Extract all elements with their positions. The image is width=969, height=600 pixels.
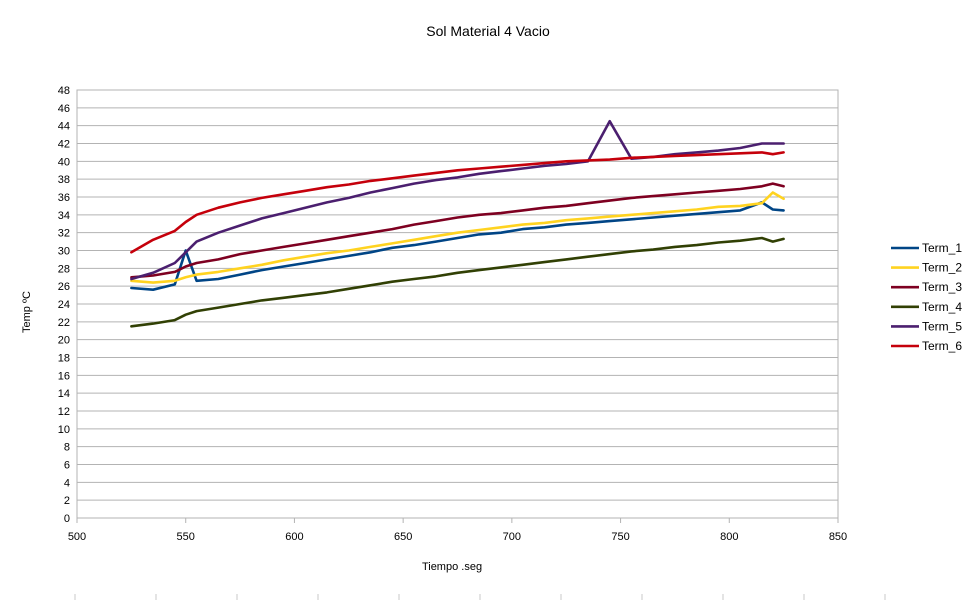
y-tick-label: 46 (58, 103, 70, 115)
y-tick-label: 42 (58, 139, 70, 151)
x-axis: 500 550 600 650 700 750 800 850 (68, 518, 847, 543)
y-tick-label: 4 (64, 477, 70, 489)
legend: Term_1 Term_2 Term_3 Term_4 Term_5 Term_6 (891, 241, 962, 353)
x-tick-label: 750 (611, 531, 629, 543)
legend-label-term_2: Term_2 (922, 261, 962, 275)
y-tick-label: 38 (58, 174, 70, 186)
y-tick-label: 22 (58, 317, 70, 329)
x-tick-label: 600 (285, 531, 303, 543)
y-tick-label: 30 (58, 246, 70, 258)
y-axis-title: Temp ºC (21, 291, 33, 333)
y-tick-label: 34 (58, 210, 70, 222)
y-tick-label: 2 (64, 495, 70, 507)
plot-frame (76, 89, 839, 519)
grid (76, 89, 839, 519)
y-tick-label: 20 (58, 335, 70, 347)
y-tick-label: 10 (58, 424, 70, 436)
series-line-term_4 (130, 236, 785, 328)
y-tick-label: 32 (58, 228, 70, 240)
x-tick-label: 550 (177, 531, 195, 543)
y-tick-label: 0 (64, 513, 70, 525)
y-tick-label: 18 (58, 353, 70, 365)
y-tick-label: 6 (64, 460, 70, 472)
y-tick-label: 24 (58, 299, 70, 311)
series-line-term_2 (130, 191, 785, 284)
legend-label-term_5: Term_5 (922, 319, 962, 333)
x-tick-label: 700 (503, 531, 521, 543)
legend-label-term_4: Term_4 (922, 300, 962, 314)
y-tick-label: 40 (58, 156, 70, 168)
plot-area (130, 119, 785, 328)
legend-label-term_1: Term_1 (922, 241, 962, 255)
y-tick-label: 28 (58, 263, 70, 275)
y-tick-label: 8 (64, 442, 70, 454)
x-tick-label: 500 (68, 531, 86, 543)
legend-label-term_3: Term_3 (922, 280, 962, 294)
series-line-term_3 (130, 182, 785, 279)
x-tick-label: 800 (720, 531, 738, 543)
y-tick-label: 26 (58, 281, 70, 293)
bottom-tick-strip (74, 594, 886, 600)
x-tick-label: 650 (394, 531, 412, 543)
x-axis-title: Tiempo .seg (422, 561, 482, 573)
y-tick-label: 12 (58, 406, 70, 418)
series-line-term_6 (130, 151, 785, 254)
series-line-term_1 (130, 201, 785, 292)
x-tick-label: 850 (829, 531, 847, 543)
y-tick-label: 36 (58, 192, 70, 204)
y-tick-label: 48 (58, 85, 70, 97)
y-tick-label: 44 (58, 121, 70, 133)
legend-label-term_6: Term_6 (922, 339, 962, 353)
chart-title: Sol Material 4 Vacio (426, 23, 550, 39)
y-tick-label: 14 (58, 388, 70, 400)
y-axis: 0246810121416182022242628303234363840424… (58, 85, 70, 525)
series-line-term_5 (130, 119, 785, 281)
y-tick-label: 16 (58, 370, 70, 382)
